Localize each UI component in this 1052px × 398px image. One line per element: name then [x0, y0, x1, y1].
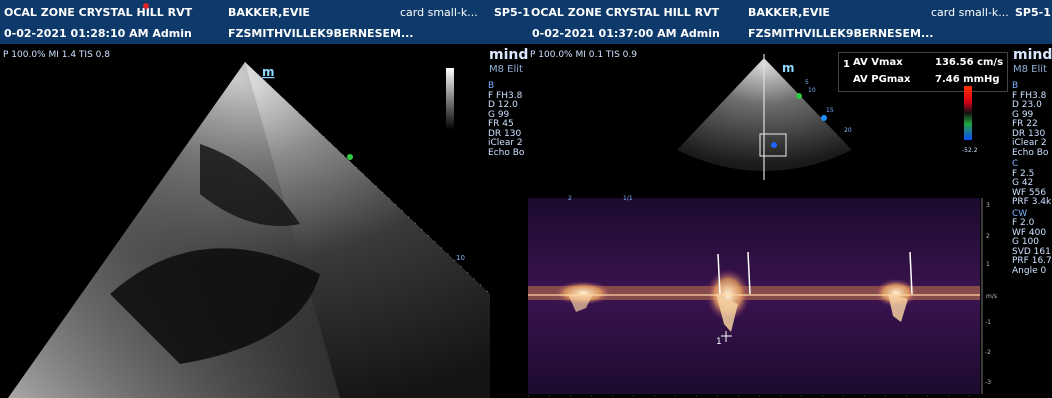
recording-indicator — [143, 3, 149, 9]
right-color-sector: 5 10 15 20 m — [677, 54, 852, 180]
sector-depth-label: 5 — [805, 79, 809, 86]
right-param-line: G 99 — [1012, 109, 1034, 120]
right-id: FZSMITHVILLEK9BERNESEM... — [748, 27, 934, 40]
sector-depth-label: 15 — [826, 107, 834, 114]
left-echo-sector: 10 m — [8, 61, 491, 398]
color-scale-bottom: -52.2 — [962, 147, 978, 154]
doppler-y-tick: 3 — [986, 202, 990, 209]
right-facility: OCAL ZONE CRYSTAL HILL RVT — [531, 6, 720, 19]
left-tag: card small-k... — [400, 6, 478, 19]
left-info-line: P 100.0% MI 1.4 TIS 0.8 — [3, 50, 110, 60]
right-param-line: FR 22 — [1012, 119, 1038, 129]
right-param-line: F FH3.8 — [1012, 90, 1047, 101]
right-patient: BAKKER,EVIE — [748, 6, 830, 19]
left-facility: OCAL ZONE CRYSTAL HILL RVT — [4, 6, 193, 19]
right-code2: SP5-1 — [1015, 6, 1051, 19]
right-param-line: SVD 161 — [1012, 246, 1051, 257]
mid-param-line: G 99 — [488, 109, 510, 120]
measurement-box: 1 AV Vmax 136.56 cm/s AV PGmax 7.46 mmHg — [838, 52, 1008, 92]
doppler-cursor-label: 1 — [716, 337, 722, 347]
cw-doppler-spectrum: 3 2 1 m/s -1 -2 -3 2 1/1 1 — [528, 195, 997, 397]
sector-depth-label: 10 — [808, 87, 816, 94]
right-param-b-title: B — [1012, 81, 1019, 91]
measurement-index: 1 — [843, 59, 850, 70]
brand-model-right: M8 Elit — [1013, 64, 1047, 75]
left-header-bar: OCAL ZONE CRYSTAL HILL RVT BAKKER,EVIE c… — [0, 0, 524, 44]
mid-param-line: iClear 2 — [488, 138, 523, 148]
doppler-y-tick: -1 — [985, 319, 991, 326]
right-code: SP5-1 — [494, 6, 530, 19]
right-param-line: PRF 3.4k — [1012, 197, 1052, 207]
right-param-line: Angle 0 — [1012, 265, 1047, 276]
doppler-y-tick: -3 — [985, 379, 991, 386]
color-velocity-scale: -52.2 — [962, 86, 978, 154]
sector-depth-label: 20 — [844, 127, 852, 134]
mid-param-line: FR 45 — [488, 119, 514, 129]
doppler-y-tick: 1 — [986, 261, 990, 268]
doppler-y-tick: -2 — [985, 349, 991, 356]
mid-param-line: D 12.0 — [488, 100, 518, 110]
right-param-line: PRF 16.7 — [1012, 256, 1052, 266]
av-vmax-label: AV Vmax — [853, 57, 903, 68]
left-date: 0-02-2021 01:28:10 AM Admin — [4, 27, 192, 40]
av-vmax-value: 136.56 cm/s — [935, 57, 1004, 68]
right-param-line: F 2.0 — [1012, 218, 1035, 228]
mid-param-line: F FH3.8 — [488, 90, 523, 101]
left-id: FZSMITHVILLEK9BERNESEM... — [228, 27, 414, 40]
left-scale-marker: m — [262, 65, 275, 79]
right-param-c-title: C — [1012, 159, 1019, 169]
right-date: 0-02-2021 01:37:00 AM Admin — [532, 27, 720, 40]
right-parameter-list: B F FH3.8 D 23.0 G 99 FR 22 DR 130 iClea… — [1012, 81, 1052, 276]
right-param-line: WF 556 — [1012, 187, 1047, 198]
right-param-line: iClear 2 — [1012, 138, 1047, 148]
right-info-line: P 100.0% MI 0.1 TIS 0.9 — [530, 50, 637, 60]
right-tag: card small-k... — [931, 6, 1009, 19]
right-header-bar: SP5-1 OCAL ZONE CRYSTAL HILL RVT BAKKER,… — [494, 0, 1052, 44]
brand-logo: mind — [489, 47, 529, 63]
left-patient: BAKKER,EVIE — [228, 6, 310, 19]
doppler-y-tick: 2 — [986, 233, 990, 240]
brand-logo-right: mind — [1013, 47, 1052, 63]
right-scale-marker: m — [782, 61, 795, 75]
mid-param-line: DR 130 — [488, 128, 522, 139]
brand-model: M8 Elit — [489, 64, 523, 75]
mid-parameter-list: B F FH3.8 D 12.0 G 99 FR 45 DR 130 iClea… — [488, 81, 525, 158]
right-param-line: F 2.5 — [1012, 168, 1035, 179]
right-param-line: DR 130 — [1012, 128, 1046, 139]
doppler-y-tick: m/s — [986, 293, 997, 300]
right-param-cw-title: CW — [1012, 208, 1028, 219]
av-pgmax-value: 7.46 mmHg — [935, 74, 1000, 85]
doppler-timeline-2: 2 — [568, 195, 572, 202]
right-param-line: G 42 — [1012, 178, 1034, 188]
right-param-line: G 100 — [1012, 237, 1040, 247]
right-param-line: WF 400 — [1012, 227, 1047, 238]
av-pgmax-label: AV PGmax — [853, 74, 911, 85]
right-param-line: Echo Bo — [1012, 147, 1049, 158]
right-param-line: D 23.0 — [1012, 100, 1042, 110]
mid-param-b-title: B — [488, 81, 495, 91]
left-depth-label: 10 — [456, 254, 465, 262]
mid-param-line: Echo Bo — [488, 147, 525, 158]
doppler-timeline-1-1: 1/1 — [623, 195, 633, 202]
